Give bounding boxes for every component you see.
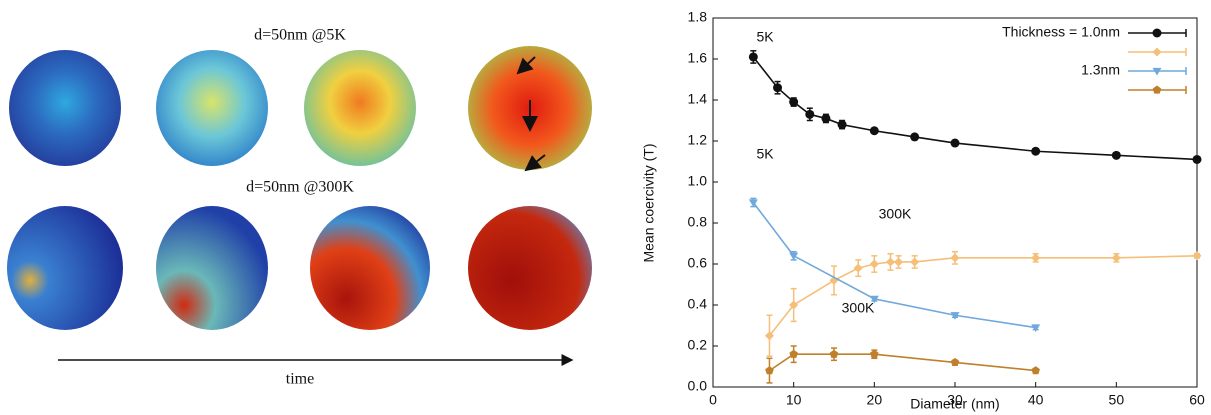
x-tick-label: 50 (1109, 392, 1125, 408)
y-tick-label: 1.0 (688, 173, 708, 189)
data-point (910, 257, 920, 267)
x-tick-label: 0 (709, 392, 717, 408)
panel-label: d=50nm @300K (246, 179, 354, 196)
series-line (769, 353, 1036, 372)
arrow (524, 154, 546, 172)
data-point (950, 312, 960, 320)
data-point (748, 199, 758, 207)
data-point (821, 113, 831, 123)
data-point (869, 295, 879, 304)
data-point (789, 300, 799, 310)
data-point (837, 120, 847, 130)
panel-label: d=50nm @5K (254, 27, 346, 44)
data-point (773, 83, 783, 93)
y-tick-label: 0.6 (688, 255, 708, 271)
x-tick-label: 60 (1189, 392, 1205, 408)
y-tick-label: 0.2 (688, 337, 708, 353)
y-tick-label: 1.8 (688, 9, 708, 25)
data-point (748, 52, 758, 62)
y-tick-label: 0.4 (688, 296, 708, 312)
annotation: 300K (842, 300, 875, 316)
data-point (885, 257, 895, 267)
data-point (869, 259, 879, 269)
y-tick-label: 0.8 (688, 214, 708, 230)
arrow (516, 56, 536, 75)
data-point (950, 357, 960, 367)
legend-marker (1152, 47, 1162, 57)
legend-label: 1.3nm (1081, 62, 1120, 78)
legend-marker (1152, 28, 1162, 38)
legend-label: Thickness = 1.0nm (1002, 24, 1120, 40)
legend-marker (1152, 85, 1162, 94)
series-line (752, 56, 1198, 161)
x-axis-label: Diameter (nm) (910, 396, 999, 412)
data-point (789, 349, 798, 358)
y-tick-label: 1.6 (688, 50, 708, 66)
data-point (910, 132, 920, 142)
image (468, 206, 592, 330)
y-tick-label: 1.4 (688, 91, 708, 107)
data-point (1111, 253, 1121, 263)
y-tick-label: 0.0 (688, 378, 708, 394)
image (156, 50, 268, 166)
data-point (789, 97, 799, 107)
chart: Diameter (nm) Mean coercivity (T) 0.0 0.2… (641, 9, 1205, 412)
data-point (869, 126, 879, 136)
annotation: 5K (756, 29, 774, 45)
annotation: 300K (879, 206, 912, 222)
data-point (765, 366, 774, 375)
image (156, 206, 268, 330)
y-tick-label: 1.2 (688, 132, 708, 148)
data-point (1031, 253, 1041, 263)
data-point (1031, 146, 1041, 156)
data-point (950, 138, 960, 148)
x-tick-label: 10 (786, 392, 802, 408)
image (7, 206, 123, 330)
data-point (1031, 324, 1041, 333)
axis-label: time (286, 371, 314, 388)
data-point (764, 331, 774, 341)
data-point (829, 349, 839, 358)
image (9, 50, 121, 166)
x-tick-label: 20 (867, 392, 883, 408)
y-axis-label: Mean coercivity (T) (641, 143, 657, 262)
image-panel: d=50nm @5K d=50nm @300K time (7, 27, 592, 388)
data-point (853, 263, 863, 273)
data-point (1192, 251, 1202, 261)
data-point (950, 253, 960, 263)
plot-frame (712, 17, 1198, 388)
image (310, 206, 430, 330)
annotation: 5K (756, 146, 774, 162)
x-tick-label: 30 (947, 392, 963, 408)
data-point (870, 349, 879, 358)
data-point (1111, 150, 1121, 160)
data-point (1031, 366, 1040, 375)
data-point (894, 257, 904, 267)
data-point (789, 252, 799, 261)
image (304, 50, 416, 166)
data-point (1192, 154, 1202, 164)
legend-marker (1152, 67, 1162, 76)
x-tick-label: 40 (1028, 392, 1044, 408)
data-point (805, 109, 815, 119)
